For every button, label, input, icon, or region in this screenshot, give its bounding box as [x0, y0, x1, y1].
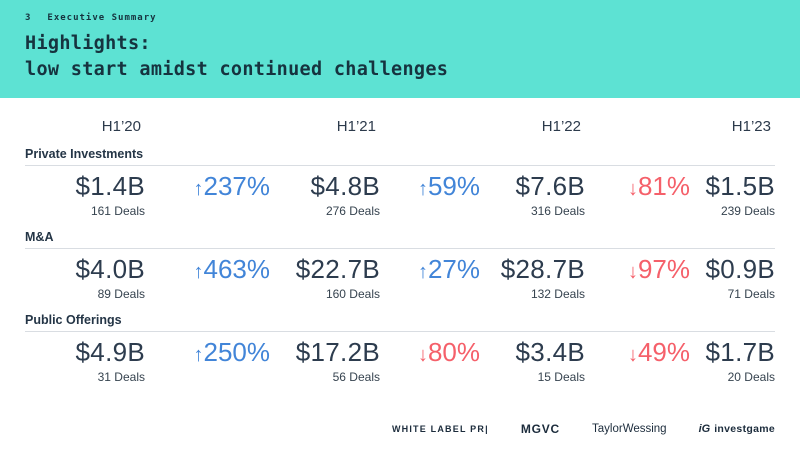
amount-text: $4.9B [75, 337, 145, 368]
section-divider [25, 331, 775, 333]
deals-count: 239 Deals [720, 204, 775, 219]
up-arrow-icon: ↑ [193, 344, 204, 367]
amount-text: $1.4B [75, 171, 145, 201]
value-cell-h1-22: $7.6B 316 Deals [480, 171, 585, 219]
deals-count: 316 Deals [530, 204, 585, 219]
section-label: Public Offerings [25, 313, 122, 328]
logo-investgame: iG investgame [699, 423, 775, 435]
metrics-row: $4.9B 31 Deals ↑250% $17.2B 56 Deals ↓80… [25, 337, 775, 385]
section-divider [25, 248, 775, 250]
deals-count: 15 Deals [537, 370, 585, 385]
metrics-row: $1.4B 161 Deals ↑237% $4.8B 276 Deals ↑5… [25, 171, 775, 219]
deals-count: 20 Deals [727, 370, 775, 385]
pct-value: 463% [203, 254, 271, 285]
value-cell-h1-22: $28.7B 132 Deals [480, 254, 585, 302]
pct-value: 81% [637, 171, 690, 201]
pct-value: 80% [427, 337, 480, 368]
up-arrow-icon: ↑ [417, 178, 428, 200]
section-divider [25, 165, 775, 166]
pct-change-cell: ↑27% [380, 255, 480, 284]
amount-text: $28.7B [500, 254, 585, 285]
amount-text: $4.0B [75, 254, 145, 285]
value-cell-h1-23: $0.9B 71 Deals [690, 254, 775, 302]
logo-investgame-text: investgame [714, 423, 775, 435]
pct-change-cell: ↓80% [380, 338, 480, 367]
slide-title-line1: Highlights: [25, 33, 151, 54]
down-arrow-icon: ↓ [627, 344, 638, 367]
pct-value: 97% [637, 254, 690, 285]
pct-change-cell: ↓49% [585, 338, 690, 367]
value-cell-h1-23: $1.7B 20 Deals [690, 337, 775, 385]
logo-mgvc: MGVC [520, 422, 561, 436]
amount-text: $17.2B [295, 337, 380, 368]
amount-text: $7.6B [515, 171, 585, 201]
column-header-h1-23: H1’23 [731, 118, 771, 135]
metrics-row: $4.0B 89 Deals ↑463% $22.7B 160 Deals ↑2… [25, 254, 775, 302]
slide-title-line2: low start amidst continued challenges [25, 59, 449, 81]
pct-change-cell: ↑237% [145, 171, 271, 201]
kicker-label: Executive Summary [47, 13, 157, 23]
metrics-table: H1’20 H1’21 H1’22 H1’23 Private Investme… [0, 118, 800, 384]
amount-text: $4.8B [310, 171, 380, 201]
value-cell-h1-22: $3.4B 15 Deals [480, 337, 585, 385]
amount-text: $1.5B [705, 171, 775, 201]
column-header-h1-21: H1’21 [336, 118, 376, 135]
deals-count: 161 Deals [90, 204, 145, 219]
slide-header: 3 Executive Summary Highlights: low star… [0, 0, 800, 98]
column-header-row: H1’20 H1’21 H1’22 H1’23 [25, 118, 775, 135]
footer-logos: WHITE LABEL PR| MGVC TaylorWessing iG in… [392, 422, 775, 436]
section-public-offerings: Public Offerings $4.9B 31 Deals ↑250% $1… [25, 313, 775, 384]
deals-count: 160 Deals [325, 287, 380, 302]
pct-value: 237% [203, 171, 271, 201]
pct-value: 250% [203, 337, 271, 368]
pct-change-cell: ↑463% [145, 254, 271, 285]
deals-count: 56 Deals [332, 370, 380, 385]
deals-count: 132 Deals [530, 287, 585, 302]
pct-change-cell: ↓97% [585, 255, 690, 284]
column-header-h1-22: H1’22 [541, 118, 581, 135]
pct-value: 49% [637, 337, 690, 368]
pct-change-cell: ↑250% [145, 337, 271, 368]
down-arrow-icon: ↓ [627, 261, 638, 284]
section-private-investments: Private Investments $1.4B 161 Deals ↑237… [25, 147, 775, 218]
amount-text: $22.7B [295, 254, 380, 285]
section-ma: M&A $4.0B 89 Deals ↑463% $22.7B 160 Deal… [25, 230, 775, 301]
value-cell-h1-21: $17.2B 56 Deals [270, 337, 380, 385]
slide-kicker: 3 Executive Summary [25, 13, 800, 23]
value-cell-h1-20: $1.4B 161 Deals [25, 171, 145, 219]
deals-count: 89 Deals [97, 287, 145, 302]
section-label: M&A [25, 230, 54, 245]
deals-count: 276 Deals [325, 204, 380, 219]
down-arrow-icon: ↓ [627, 178, 638, 200]
pct-value: 59% [427, 171, 480, 201]
section-label: Private Investments [25, 147, 144, 161]
pct-value: 27% [427, 254, 480, 285]
logo-taylorwessing: TaylorWessing [592, 423, 667, 435]
page-number: 3 [25, 13, 32, 23]
amount-text: $0.9B [705, 254, 775, 285]
down-arrow-icon: ↓ [417, 344, 428, 367]
amount-text: $3.4B [515, 337, 585, 368]
up-arrow-icon: ↑ [417, 261, 428, 284]
value-cell-h1-20: $4.9B 31 Deals [25, 337, 145, 385]
up-arrow-icon: ↑ [193, 261, 204, 284]
amount-text: $1.7B [705, 337, 775, 368]
deals-count: 71 Deals [727, 287, 775, 302]
investgame-ig-icon: iG [698, 423, 711, 435]
value-cell-h1-21: $22.7B 160 Deals [270, 254, 380, 302]
deals-count: 31 Deals [97, 370, 145, 385]
pct-change-cell: ↑59% [380, 171, 480, 201]
value-cell-h1-21: $4.8B 276 Deals [270, 171, 380, 219]
logo-white-label-pr: WHITE LABEL PR| [391, 424, 489, 434]
pct-change-cell: ↓81% [585, 171, 690, 201]
column-header-h1-20: H1’20 [101, 118, 141, 135]
up-arrow-icon: ↑ [193, 178, 204, 200]
slide-title: Highlights: low start amidst continued c… [25, 31, 800, 84]
value-cell-h1-20: $4.0B 89 Deals [25, 254, 145, 302]
value-cell-h1-23: $1.5B 239 Deals [690, 171, 775, 219]
